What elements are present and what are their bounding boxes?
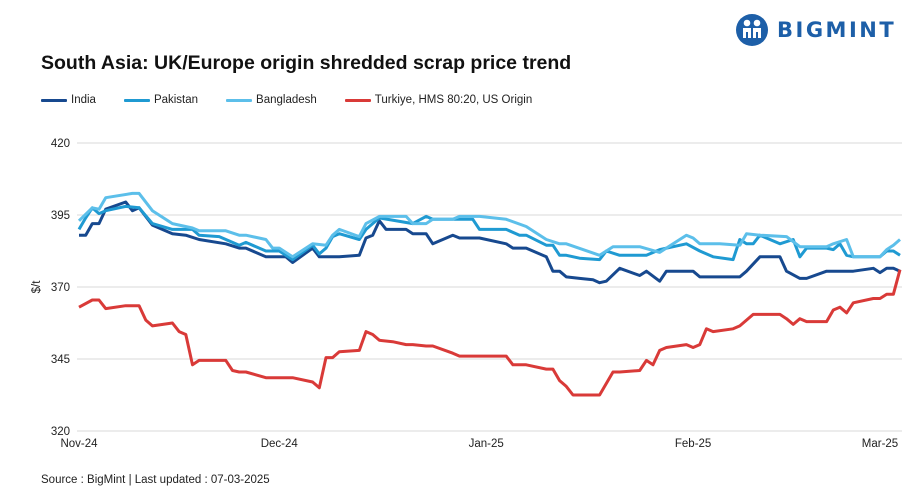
legend-item-india: India [41, 94, 96, 106]
x-tick-label: Dec-24 [261, 438, 299, 450]
y-tick-label: 370 [51, 282, 70, 294]
series-line-pakistan [77, 204, 901, 262]
legend-label: Turkiye, HMS 80:20, US Origin [374, 94, 533, 106]
people-icon [736, 14, 768, 46]
x-tick-label: Nov-24 [60, 438, 98, 450]
brand-name: BIGMINT [777, 18, 897, 42]
x-tick-label: Feb-25 [675, 438, 711, 450]
series-line-india [79, 200, 901, 285]
x-tick-label: Jan-25 [469, 438, 504, 450]
y-tick-label: 345 [51, 354, 70, 366]
x-tick-label: Mar-25 [862, 438, 898, 450]
legend-item-turkiye: Turkiye, HMS 80:20, US Origin [344, 94, 533, 106]
legend-swatch [226, 98, 253, 102]
y-axis-label: $/t [31, 280, 43, 294]
legend-swatch [123, 98, 150, 102]
chart-title: South Asia: UK/Europe origin shredded sc… [41, 52, 572, 74]
series-line-bangladesh [77, 191, 901, 259]
legend-swatch [41, 98, 67, 102]
legend: India Pakistan Bangladesh Turkiye, HMS 8… [41, 94, 560, 106]
y-tick-label: 395 [51, 210, 70, 222]
legend-item-pakistan: Pakistan [123, 94, 199, 106]
legend-swatch [344, 98, 371, 102]
legend-label: Bangladesh [256, 94, 317, 106]
series-line-turkiye [78, 269, 902, 397]
legend-label: Pakistan [153, 94, 199, 106]
source-note: Source : BigMint | Last updated : 07-03-… [41, 474, 270, 486]
y-tick-label: 420 [51, 138, 70, 150]
bigmint-logo: BIGMINT [735, 13, 896, 47]
legend-item-bangladesh: Bangladesh [226, 94, 317, 106]
legend-label: India [71, 94, 96, 106]
y-tick-label: 320 [51, 426, 70, 438]
